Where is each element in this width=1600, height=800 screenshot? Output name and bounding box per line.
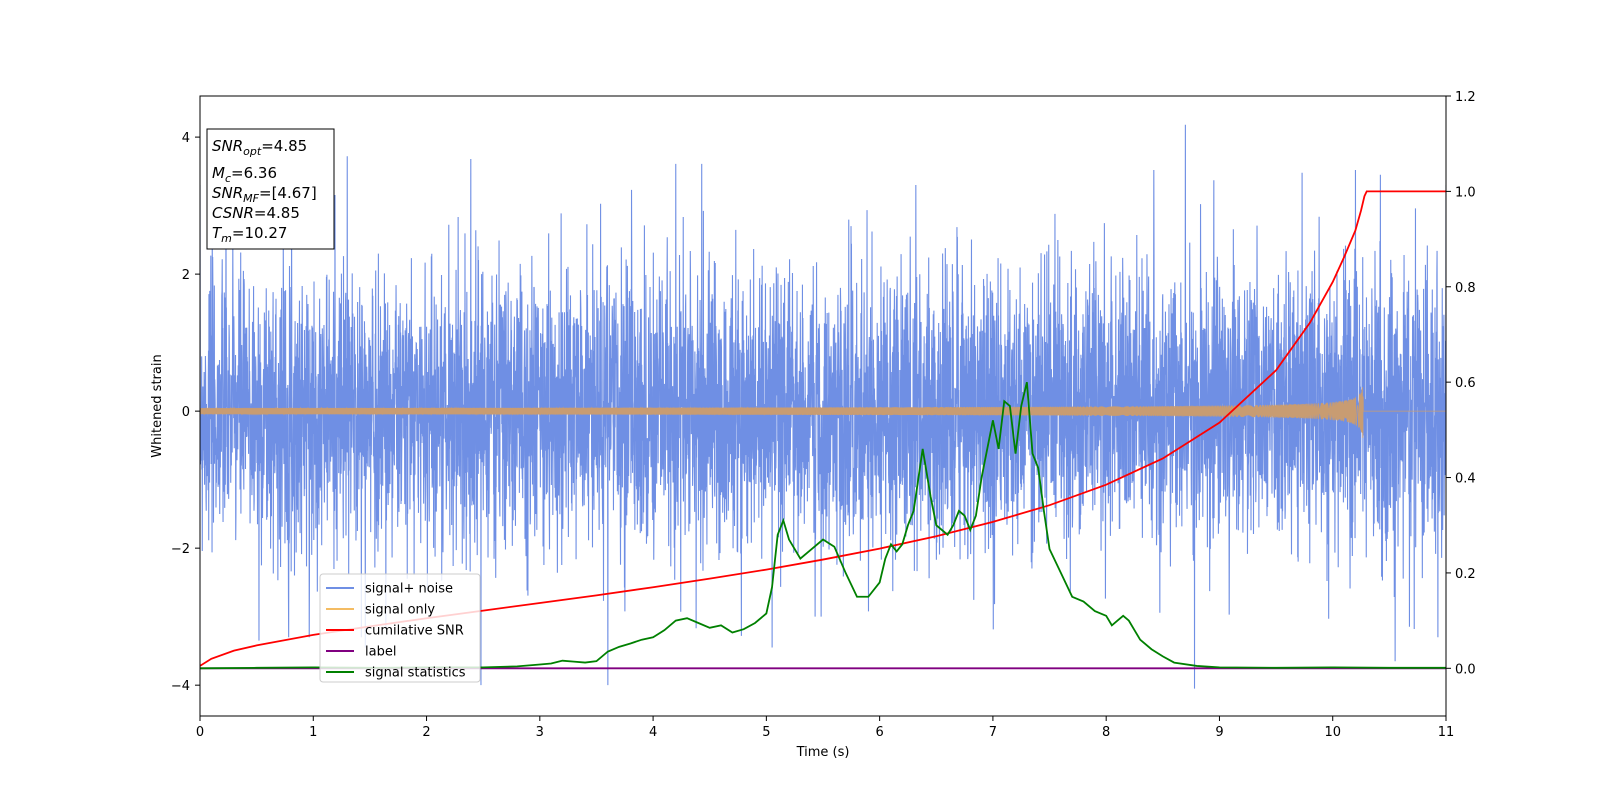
x-tick-label: 9 [1215,725,1223,740]
y2-tick-label: 1.0 [1455,185,1476,200]
y-tick-label: −2 [171,542,190,557]
plot-frame [199,95,1447,717]
x-axis: 0 1 2 3 4 5 6 7 8 9 10 11 [196,716,1454,740]
x-tick-label: 5 [762,725,770,740]
legend-label: label [365,645,396,660]
legend-label: cumilative SNR [365,624,464,639]
info-tm: Tm=10.27 [212,224,287,245]
y-tick-label: 2 [182,268,190,283]
x-tick-label: 10 [1324,725,1341,740]
x-tick-label: 11 [1438,725,1455,740]
info-csnr: CSNR=4.85 [212,204,300,222]
y2-tick-label: 0.4 [1455,472,1476,487]
x-tick-label: 1 [309,725,317,740]
legend-label: signal only [365,603,435,618]
series-signal-noise [200,124,1446,689]
y2-tick-label: 0.0 [1455,662,1476,677]
y-axis-label: Whitened strain [150,354,165,457]
y2-tick-label: 1.2 [1455,90,1476,105]
y-tick-label: −4 [171,679,190,694]
y-tick-label: 4 [182,131,190,146]
x-tick-label: 6 [875,725,883,740]
y-axis-right: 0.0 0.2 0.4 0.6 0.8 1.0 1.2 [1446,90,1476,677]
series-signal-statistics [200,381,1446,670]
legend: signal+ noise signal only cumilative SNR la… [319,573,481,683]
info-snr-mf: SNRMF=[4.67] [212,184,317,205]
y2-tick-label: 0.6 [1455,376,1476,391]
x-tick-label: 3 [536,725,544,740]
x-tick-label: 7 [989,725,997,740]
y2-tick-label: 0.2 [1455,567,1476,582]
info-mc: Mc=6.36 [212,164,277,185]
x-tick-label: 8 [1102,725,1110,740]
legend-label: signal+ noise [365,582,453,597]
x-tick-label: 0 [196,725,204,740]
info-box: SNRopt=4.85 Mc=6.36 SNRMF=[4.67] CSNR=4.… [206,128,335,250]
legend-label: signal statistics [365,666,466,681]
x-tick-label: 2 [422,725,430,740]
y-axis-left: −4 −2 0 2 4 [171,131,200,694]
y2-tick-label: 0.8 [1455,281,1476,296]
x-tick-label: 4 [649,725,657,740]
x-axis-label: Time (s) [796,745,850,760]
y-tick-label: 0 [182,405,190,420]
info-snr-opt: SNRopt=4.85 [212,137,307,158]
